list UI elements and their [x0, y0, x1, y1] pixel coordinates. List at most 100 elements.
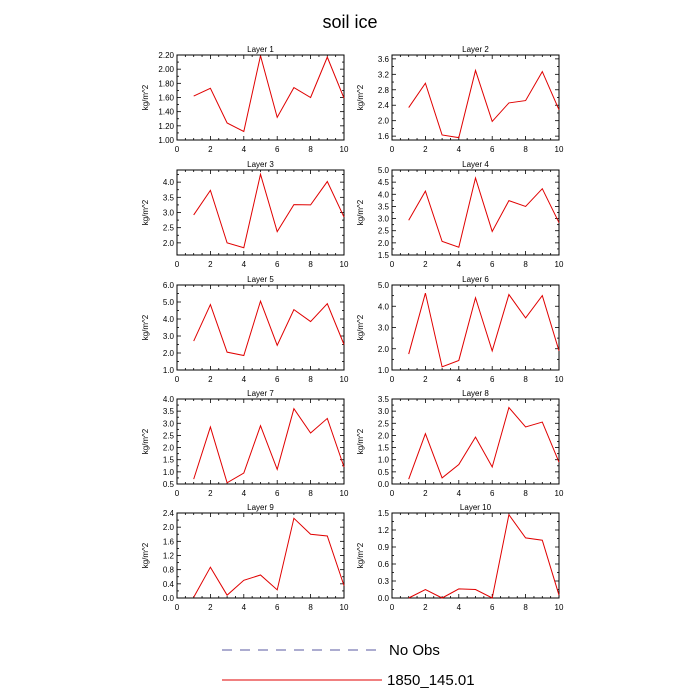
legend-label-1850: 1850_145.01 [387, 672, 475, 689]
panel-layer-8: Layer 8 0 2 4 6 8 10 0.0 0.5 1.0 1.5 2.0 2.5 3.0 3.5 kg… [356, 389, 564, 498]
y-tick-label: 2.4 [163, 509, 175, 518]
y-tick-label: 0.6 [378, 560, 390, 569]
x-tick-label: 0 [390, 260, 395, 269]
y-tick-label: 1.80 [158, 79, 174, 88]
panel-title: Layer 2 [462, 45, 489, 54]
x-tick-label: 0 [175, 489, 180, 498]
y-tick-label: 1.5 [163, 456, 175, 465]
y-tick-label: 5.0 [378, 166, 390, 175]
plot-frame [176, 398, 345, 485]
y-tick-label: 2.8 [378, 86, 390, 95]
x-tick-label: 10 [555, 489, 564, 498]
x-tick-label: 8 [523, 145, 528, 154]
panel-title: Layer 5 [247, 275, 274, 284]
y-tick-label: 2.00 [158, 65, 174, 74]
y-tick-label: 1.20 [158, 122, 174, 131]
x-tick-label: 8 [308, 489, 313, 498]
panel-layer-2: Layer 2 0 2 4 6 8 10 1.6 2.0 2.4 2.8 3.2 3.6 kg/m^2 [356, 45, 564, 154]
legend: No Obs 1850_145.01 [222, 642, 475, 689]
y-tick-label: 3.2 [378, 70, 390, 79]
x-tick-label: 0 [175, 603, 180, 612]
y-tick-label: 3.5 [378, 202, 390, 211]
legend-label-no-obs: No Obs [389, 642, 440, 659]
panels: Layer 10 2 4 6 8 101.001.201.401.601.802.002.… [141, 45, 564, 612]
series-line-1850-145-01 [408, 68, 560, 139]
x-tick-label: 2 [423, 375, 428, 384]
y-tick-label: 1.00 [158, 136, 174, 145]
x-tick-label: 6 [490, 603, 495, 612]
series-line-1850-145-01 [193, 407, 345, 484]
x-tick-label: 2 [423, 489, 428, 498]
y-tick-label: 3.0 [378, 407, 390, 416]
x-tick-label: 10 [340, 260, 349, 269]
y-tick-label: 0.0 [378, 480, 390, 489]
plot-frame [176, 169, 345, 256]
x-tick-label: 8 [523, 260, 528, 269]
x-tick-label: 0 [390, 145, 395, 154]
x-tick-label: 0 [175, 145, 180, 154]
x-tick-label: 10 [340, 375, 349, 384]
x-tick-label: 4 [457, 489, 462, 498]
x-tick-label: 0 [390, 375, 395, 384]
panel-title: Layer 9 [247, 503, 274, 512]
y-tick-label: 2.0 [378, 345, 390, 354]
panel-title: Layer 8 [462, 389, 489, 398]
y-axis-label: kg/m^2 [356, 314, 365, 340]
y-tick-label: 3.0 [163, 332, 175, 341]
y-tick-label: 1.0 [378, 366, 390, 375]
y-tick-label: 1.2 [378, 526, 390, 535]
y-tick-label: 2.0 [378, 117, 390, 126]
plot-frame [391, 398, 560, 485]
x-tick-label: 6 [490, 375, 495, 384]
x-tick-label: 6 [490, 260, 495, 269]
x-tick-label: 8 [523, 489, 528, 498]
series-line-1850-145-01 [408, 513, 560, 599]
panel-layer-3: Layer 3 0 2 4 6 8 10 2.0 2.5 3.0 3.5 4.0 kg/m^2 [141, 160, 349, 269]
y-tick-label: 3.0 [378, 215, 390, 224]
y-tick-label: 2.0 [378, 239, 390, 248]
y-tick-label: 3.0 [378, 324, 390, 333]
x-tick-label: 4 [242, 489, 247, 498]
y-tick-label: 6.0 [163, 281, 175, 290]
x-tick-label: 2 [423, 145, 428, 154]
y-tick-label: 2.5 [163, 224, 175, 233]
plot-frame [391, 54, 560, 141]
y-tick-label: 0.0 [378, 594, 390, 603]
series-line-1850-145-01 [193, 55, 345, 133]
y-axis-label: kg/m^2 [356, 199, 365, 225]
x-tick-label: 10 [340, 145, 349, 154]
panel-layer-5: Layer 5 0 2 4 6 8 10 1.0 2.0 3.0 4.0 5.0 6.0 kg/m^2 [141, 275, 349, 384]
panel-title: Layer 4 [462, 160, 489, 169]
y-tick-label: 5.0 [163, 298, 175, 307]
y-tick-label: 2.0 [163, 349, 175, 358]
y-tick-label: 1.40 [158, 108, 174, 117]
x-tick-label: 8 [523, 375, 528, 384]
panel-title: Layer 6 [462, 275, 489, 284]
y-tick-label: 3.0 [163, 419, 175, 428]
y-tick-label: 0.5 [163, 480, 175, 489]
y-tick-label: 2.5 [378, 419, 390, 428]
y-axis-label: kg/m^2 [141, 314, 150, 340]
y-tick-label: 4.0 [163, 315, 175, 324]
y-tick-label: 3.6 [378, 55, 390, 64]
x-tick-label: 8 [308, 375, 313, 384]
x-tick-label: 10 [555, 603, 564, 612]
y-tick-label: 3.5 [163, 407, 175, 416]
plot-frame [176, 512, 345, 599]
panel-layer-7: Layer 7 0 2 4 6 8 10 0.5 1.0 1.5 2.0 2.5 3.0 3.5 4.0 kg… [141, 389, 349, 498]
x-tick-label: 0 [175, 375, 180, 384]
x-tick-label: 4 [457, 603, 462, 612]
y-tick-label: 1.0 [163, 366, 175, 375]
y-tick-label: 0.3 [378, 577, 390, 586]
y-tick-label: 3.5 [378, 395, 390, 404]
y-tick-label: 1.60 [158, 94, 174, 103]
x-tick-label: 2 [208, 489, 213, 498]
x-tick-label: 8 [308, 260, 313, 269]
y-tick-label: 2.0 [163, 444, 175, 453]
y-tick-label: 1.0 [378, 456, 390, 465]
y-axis-label: kg/m^2 [356, 542, 365, 568]
panel-layer-1: Layer 1 0 2 4 6 8 10 1.00 1.20 1.40 1.60 1.80 2.00 2.… [141, 45, 349, 154]
x-tick-label: 4 [457, 260, 462, 269]
y-tick-label: 4.0 [163, 395, 175, 404]
